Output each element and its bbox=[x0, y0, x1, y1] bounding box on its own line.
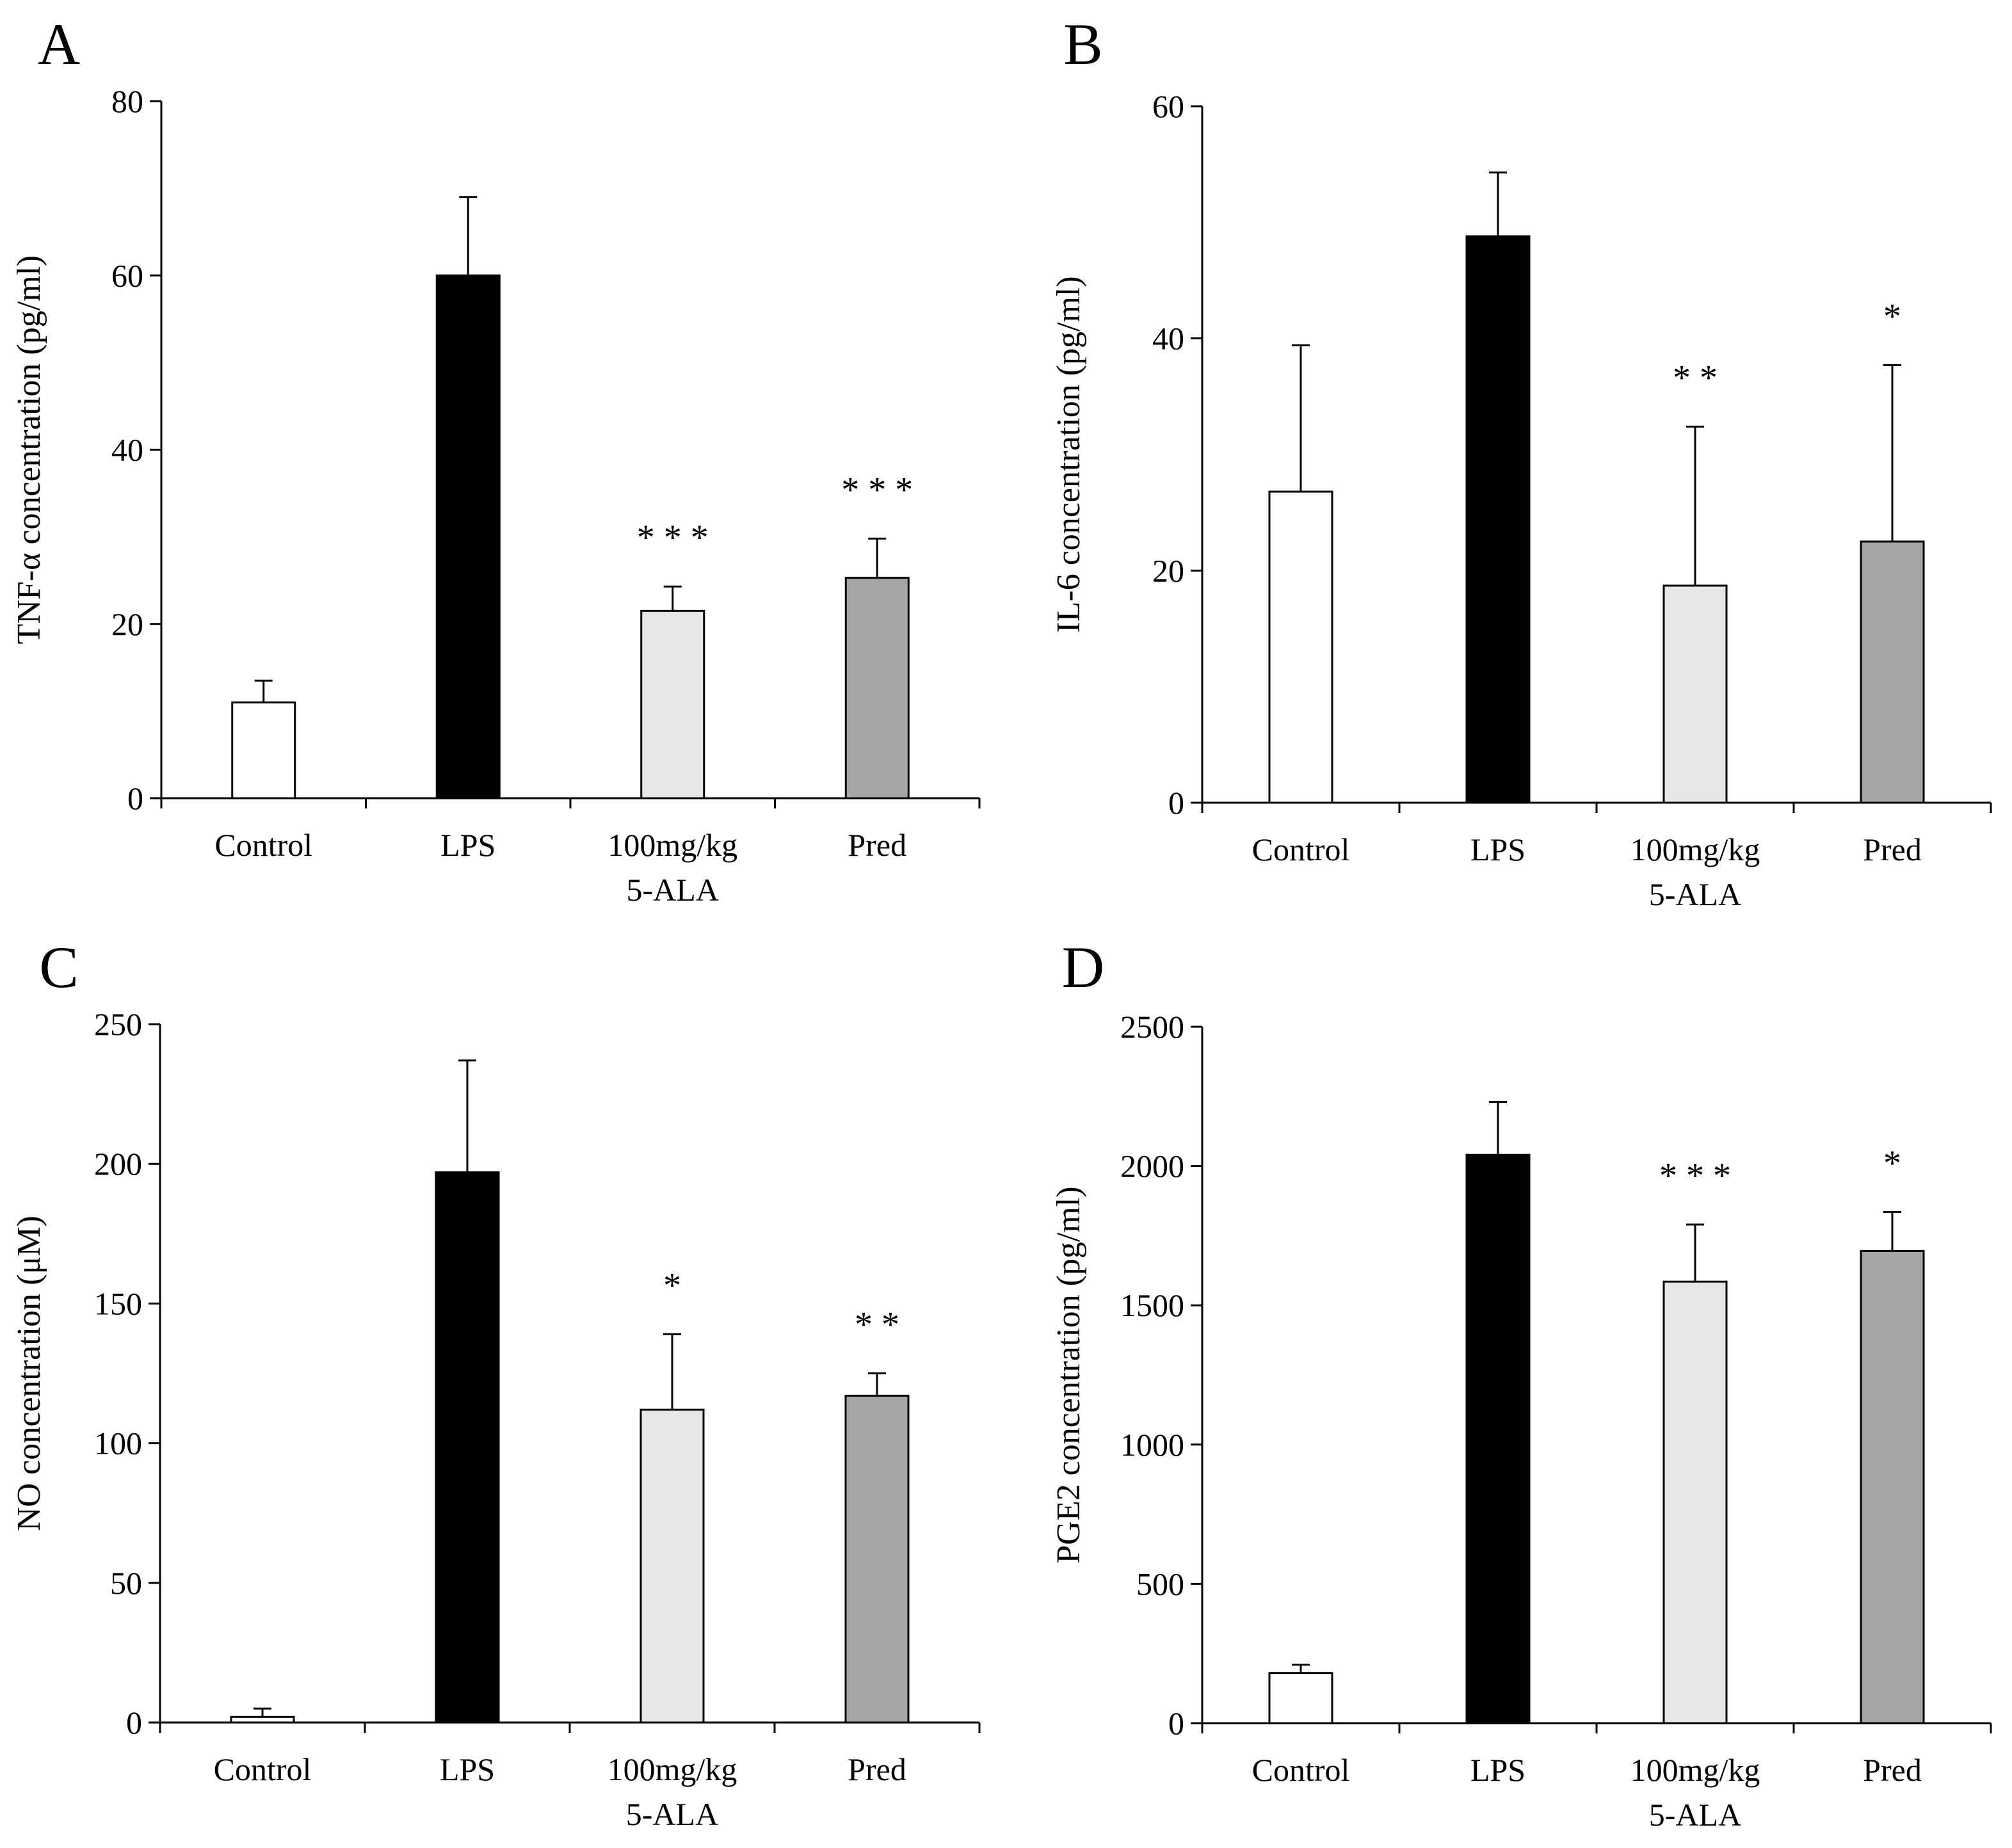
significance-marker: * * * bbox=[637, 518, 709, 558]
significance-marker: * * * bbox=[1659, 1156, 1731, 1196]
bar bbox=[1465, 235, 1531, 804]
significance-marker: * bbox=[1883, 1143, 1901, 1183]
y-tick-label: 2000 bbox=[1120, 1148, 1184, 1184]
y-tick-label: 100 bbox=[94, 1426, 142, 1461]
bar bbox=[1465, 1153, 1531, 1724]
y-tick-label: 60 bbox=[1152, 88, 1184, 124]
category-label: Control bbox=[1252, 832, 1350, 867]
y-tick-label: 250 bbox=[94, 1006, 142, 1042]
y-tick-label: 2500 bbox=[1120, 1009, 1184, 1045]
bar bbox=[844, 577, 910, 799]
panel-label: C bbox=[39, 935, 78, 1000]
panel-b: B 0 20 40 60 IL-6 concentration (pg/ml) Contro… bbox=[1050, 12, 1992, 912]
significance-marker: * bbox=[1883, 296, 1901, 336]
bar bbox=[230, 1715, 295, 1724]
category-label: Pred bbox=[1863, 832, 1922, 867]
y-tick-label: 500 bbox=[1136, 1566, 1184, 1602]
y-tick-label: 40 bbox=[1152, 321, 1184, 357]
y-axis-title: NO concentration (μM) bbox=[11, 1216, 47, 1531]
y-axis-title: IL-6 concentration (pg/ml) bbox=[1050, 276, 1087, 632]
bar bbox=[640, 609, 705, 799]
category-label: 5-ALA bbox=[626, 1796, 718, 1832]
y-tick-label: 0 bbox=[1168, 1705, 1184, 1741]
category-label: 5-ALA bbox=[1649, 1797, 1741, 1833]
category-label: Pred bbox=[848, 827, 906, 863]
panel-d: D 0 500 1000 1500 2000 2500 PGE2 concentration … bbox=[1050, 935, 1992, 1833]
bar bbox=[1268, 490, 1333, 804]
bar bbox=[1268, 1672, 1333, 1724]
y-tick-label: 200 bbox=[94, 1146, 142, 1182]
category-label: 5-ALA bbox=[627, 872, 719, 908]
category-label: 100mg/kg bbox=[608, 1751, 737, 1787]
bar bbox=[1662, 1280, 1728, 1724]
bar bbox=[1662, 584, 1728, 804]
panel-label: D bbox=[1062, 935, 1104, 1000]
category-label: Control bbox=[214, 1751, 312, 1787]
y-axis-title: PGE2 concentration (pg/ml) bbox=[1050, 1186, 1087, 1563]
panel-a: A 0 20 40 60 80 TNF-α concentration (pg/ml) Con… bbox=[11, 12, 981, 908]
category-label: Pred bbox=[848, 1751, 906, 1787]
y-tick-label: 20 bbox=[111, 606, 143, 642]
y-tick-label: 40 bbox=[111, 432, 143, 468]
bar bbox=[1860, 1249, 1925, 1724]
y-tick-label: 0 bbox=[1168, 785, 1184, 821]
panel-label: A bbox=[38, 12, 80, 77]
bar bbox=[231, 701, 296, 799]
category-label: LPS bbox=[440, 827, 495, 863]
y-tick-label: 0 bbox=[126, 1705, 142, 1740]
significance-marker: * bbox=[663, 1265, 681, 1305]
panel-c: C 0 50 100 150 200 250 NO concentration (μM) Con… bbox=[11, 935, 981, 1832]
y-tick-label: 1000 bbox=[1120, 1427, 1184, 1463]
bar bbox=[640, 1408, 705, 1724]
category-label: Control bbox=[1252, 1752, 1350, 1788]
panel-label: B bbox=[1063, 12, 1102, 77]
y-tick-label: 80 bbox=[111, 83, 143, 119]
bar bbox=[435, 274, 501, 799]
y-tick-label: 0 bbox=[127, 780, 143, 816]
bar bbox=[435, 1171, 500, 1724]
category-label: 100mg/kg bbox=[1630, 1752, 1760, 1788]
y-tick-label: 1500 bbox=[1120, 1287, 1184, 1323]
category-label: LPS bbox=[1470, 832, 1525, 867]
y-axis-title: TNF-α concentration (pg/ml) bbox=[11, 255, 47, 645]
significance-marker: * * bbox=[1673, 358, 1718, 398]
y-tick-label: 50 bbox=[110, 1565, 142, 1601]
category-label: 100mg/kg bbox=[1630, 832, 1760, 867]
significance-marker: * * bbox=[855, 1305, 899, 1345]
category-label: LPS bbox=[1470, 1752, 1525, 1788]
category-label: LPS bbox=[440, 1751, 495, 1787]
category-label: 5-ALA bbox=[1649, 876, 1741, 912]
bar bbox=[1860, 540, 1925, 804]
category-label: Control bbox=[214, 827, 312, 863]
y-tick-label: 60 bbox=[111, 257, 143, 293]
bar bbox=[844, 1394, 910, 1724]
y-tick-label: 150 bbox=[94, 1285, 142, 1321]
significance-marker: * * * bbox=[841, 470, 913, 510]
y-tick-label: 20 bbox=[1152, 552, 1184, 588]
category-label: Pred bbox=[1863, 1752, 1922, 1788]
category-label: 100mg/kg bbox=[608, 827, 737, 863]
